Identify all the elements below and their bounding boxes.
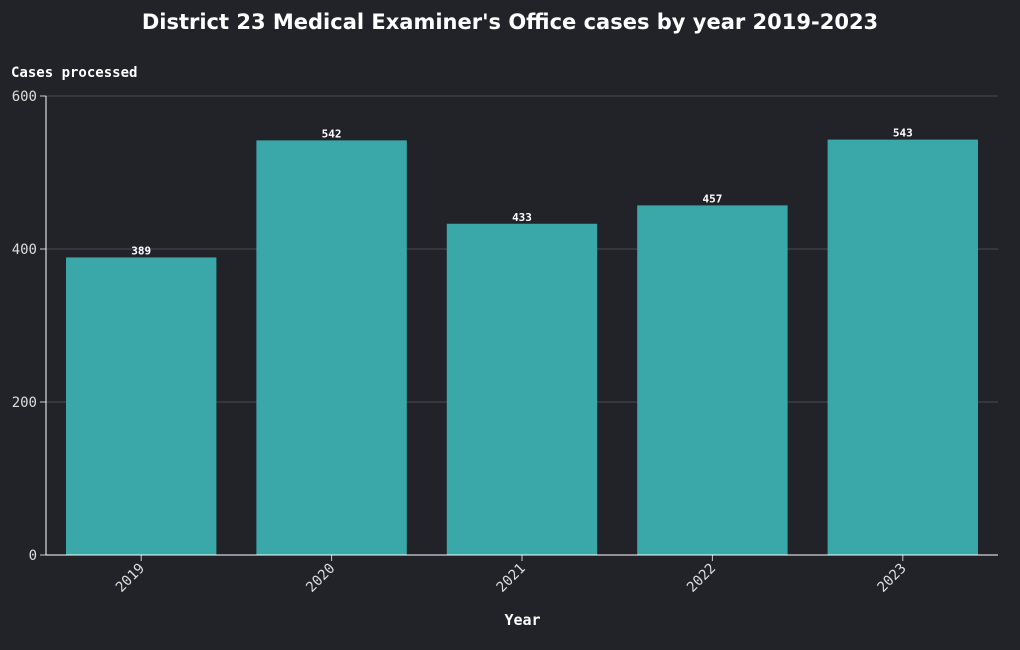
y-tick-label: 400	[12, 242, 37, 258]
data-label: 542	[322, 127, 342, 140]
bar-2019	[66, 257, 217, 555]
y-axis-label: Cases processed	[11, 65, 138, 81]
data-label: 389	[131, 244, 151, 257]
x-axis-label: Year	[504, 611, 541, 629]
bar-2023	[827, 139, 978, 556]
x-tick-label: 2021	[494, 561, 529, 596]
x-tick-label: 2020	[303, 561, 338, 596]
bar-2021	[446, 223, 598, 555]
y-tick-label: 600	[12, 89, 37, 105]
bar-2020	[256, 140, 407, 555]
x-tick-label: 2022	[684, 561, 719, 596]
y-tick-label: 200	[12, 395, 37, 411]
x-tick-label: 2023	[874, 561, 909, 596]
y-tick-label: 0	[29, 548, 37, 564]
chart-title: District 23 Medical Examiner's Office ca…	[141, 10, 879, 34]
data-label: 457	[702, 192, 722, 205]
data-label: 433	[512, 211, 532, 224]
bar-2022	[637, 205, 788, 555]
x-tick-label: 2019	[113, 561, 148, 596]
data-label: 543	[893, 127, 913, 140]
